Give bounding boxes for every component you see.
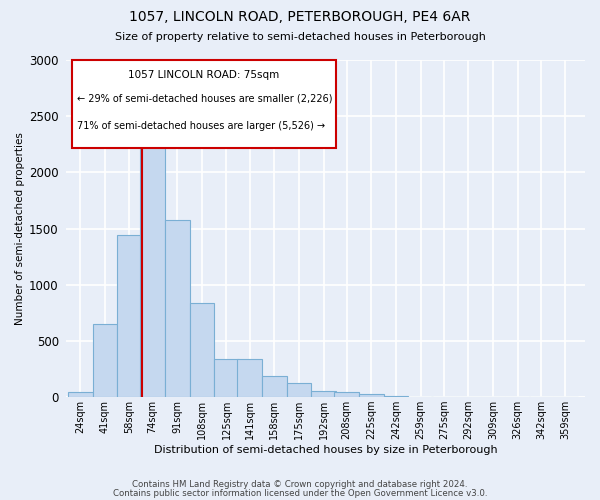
Bar [214, 359, 239, 397]
Bar [238, 359, 262, 397]
Bar [190, 304, 214, 397]
Text: 1057, LINCOLN ROAD, PETERBOROUGH, PE4 6AR: 1057, LINCOLN ROAD, PETERBOROUGH, PE4 6A… [130, 10, 470, 24]
Bar [68, 392, 92, 397]
Bar [165, 220, 190, 397]
Bar [383, 396, 408, 397]
Bar [311, 391, 336, 397]
X-axis label: Distribution of semi-detached houses by size in Peterborough: Distribution of semi-detached houses by … [154, 445, 497, 455]
Bar [359, 394, 383, 397]
Bar [287, 382, 311, 397]
FancyBboxPatch shape [71, 60, 336, 148]
Bar [140, 116, 165, 397]
Bar [408, 396, 433, 397]
Bar [334, 392, 359, 397]
Text: Size of property relative to semi-detached houses in Peterborough: Size of property relative to semi-detach… [115, 32, 485, 42]
Text: 1057 LINCOLN ROAD: 75sqm: 1057 LINCOLN ROAD: 75sqm [128, 70, 280, 80]
Y-axis label: Number of semi-detached properties: Number of semi-detached properties [15, 132, 25, 325]
Bar [92, 324, 117, 397]
Text: 71% of semi-detached houses are larger (5,526) →: 71% of semi-detached houses are larger (… [77, 120, 325, 130]
Text: Contains HM Land Registry data © Crown copyright and database right 2024.: Contains HM Land Registry data © Crown c… [132, 480, 468, 489]
Bar [431, 396, 456, 397]
Bar [262, 376, 287, 397]
Text: ← 29% of semi-detached houses are smaller (2,226): ← 29% of semi-detached houses are smalle… [77, 94, 332, 104]
Text: Contains public sector information licensed under the Open Government Licence v3: Contains public sector information licen… [113, 490, 487, 498]
Bar [117, 236, 142, 397]
